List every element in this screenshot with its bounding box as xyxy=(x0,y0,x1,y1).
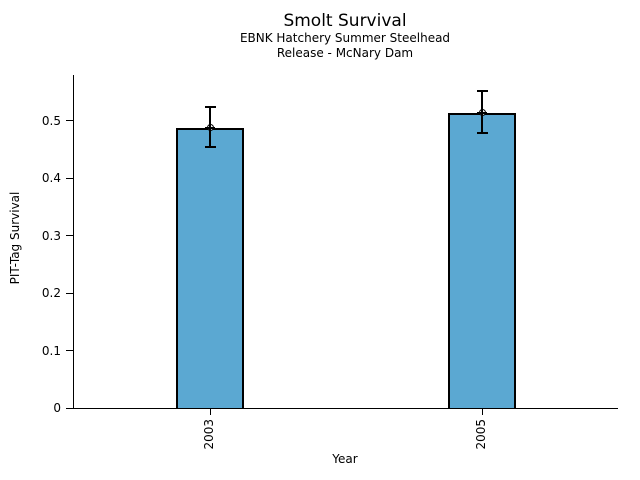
chart-subtitle-1: EBNK Hatchery Summer Steelhead xyxy=(239,31,451,45)
y-tick-mark xyxy=(66,235,74,237)
y-tick-mark xyxy=(66,120,74,122)
error-bar-cap-top xyxy=(476,90,488,92)
x-axis-title: Year xyxy=(332,452,358,466)
error-bar-cap-top xyxy=(204,106,216,108)
x-tick-label: 2003 xyxy=(202,419,216,450)
error-bar-line xyxy=(481,91,483,133)
y-tick-label: 0.4 xyxy=(41,171,61,186)
error-bar-line xyxy=(209,107,211,147)
y-axis-title: PIT-Tag Survival xyxy=(8,191,22,285)
y-tick-mark xyxy=(66,292,74,294)
y-tick-mark xyxy=(66,407,74,409)
y-tick-label: 0.3 xyxy=(41,228,61,243)
plot-area: 0 0.1 0.2 0.3 0.4 0.5 2003 2005 xyxy=(42,75,618,450)
y-tick-mark xyxy=(66,350,74,352)
bar xyxy=(176,127,244,408)
bar xyxy=(448,112,516,408)
error-bar-cap-bottom xyxy=(204,146,216,148)
x-tick-mark xyxy=(481,408,483,415)
y-tick-label: 0.2 xyxy=(41,286,61,301)
point-marker-crossline xyxy=(205,127,215,129)
y-tick-label: 0.1 xyxy=(41,343,61,358)
error-bar-cap-bottom xyxy=(476,132,488,134)
y-tick-mark xyxy=(66,177,74,179)
chart-subtitle-2: Release - McNary Dam xyxy=(276,46,414,60)
y-tick-label: 0.5 xyxy=(41,113,61,128)
chart-title: Smolt Survival xyxy=(283,11,407,31)
x-tick-mark xyxy=(209,408,211,415)
x-tick-label: 2005 xyxy=(474,419,488,450)
point-marker-crossline xyxy=(477,112,487,114)
y-tick-label: 0 xyxy=(53,401,61,415)
